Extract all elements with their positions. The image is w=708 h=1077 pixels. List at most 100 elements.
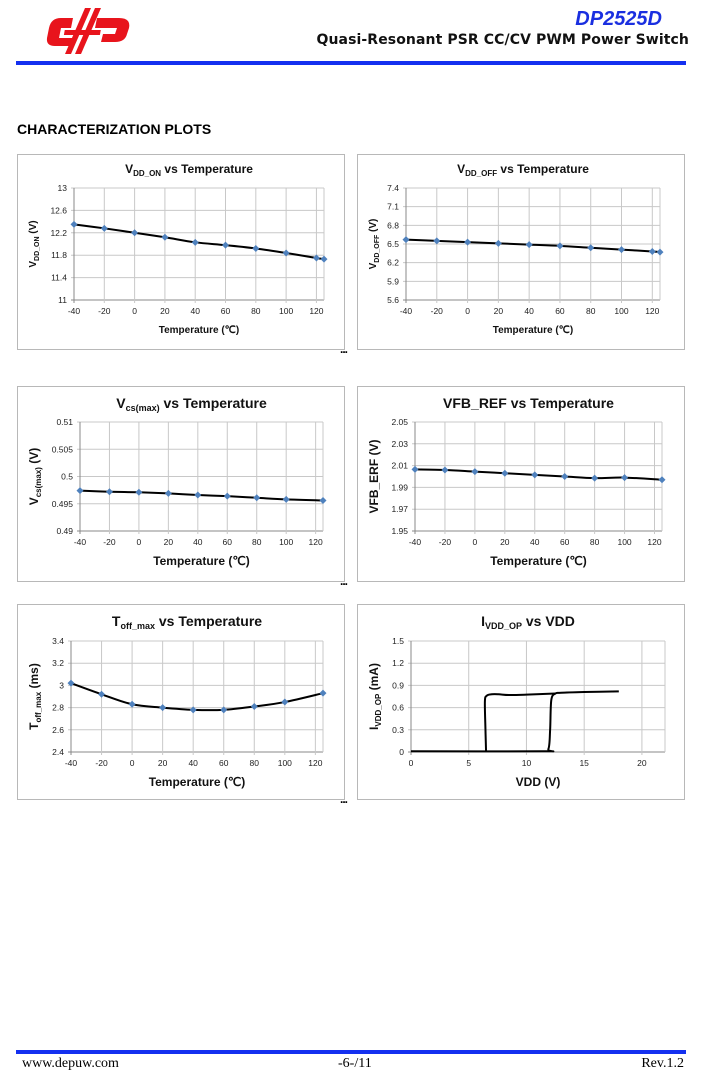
y-tick-label: 12.2 <box>50 228 67 238</box>
chart-ivdd-op: 0 0.3 0.6 0.9 1.2 1.5 0 5 10 15 20 IVDD_OP vs VDD VD… <box>357 604 685 800</box>
data-point <box>556 242 564 250</box>
y-tick-label: 7.4 <box>387 183 399 193</box>
chart-title-sub: DD_OFF <box>465 169 497 178</box>
chart-title: Toff_max vs Temperature <box>112 613 262 631</box>
x-tick-label: -20 <box>95 758 108 768</box>
x-axis-label: Temperature (℃) <box>493 325 574 336</box>
chart-title-main: V <box>457 162 465 176</box>
y-tick-label: 13 <box>58 183 68 193</box>
y-tick-label: 0.6 <box>392 703 404 713</box>
y-axis-label-rest: (V) <box>368 219 379 235</box>
data-point <box>501 469 509 477</box>
x-tick-label: 20 <box>637 758 647 768</box>
y-axis-label-main: I <box>367 727 381 730</box>
x-tick-label: 60 <box>560 537 570 547</box>
footer-website[interactable]: www.depuw.com <box>22 1056 119 1071</box>
chart-title-sub: DD_ON <box>133 169 161 178</box>
data-point <box>411 465 419 473</box>
data-point <box>402 236 410 244</box>
y-axis-label-rest: (V) <box>28 220 39 236</box>
chart-toff-max: 2.4 2.6 2.8 3 3.2 3.4 -40 -20 0 20 40 60 80 100 120 Tof… <box>17 604 345 800</box>
data-point <box>128 700 136 708</box>
product-subtitle: Quasi-Resonant PSR CC/CV PWM Power Switc… <box>316 32 689 48</box>
y-tick-label: 0.505 <box>52 444 74 454</box>
chart-vdd-on: 11 11.4 11.8 12.2 12.6 13 -40 -20 0 20 40 60 80 100 12… <box>17 154 345 350</box>
y-tick-label: 0.495 <box>52 499 74 509</box>
series-line <box>405 238 661 254</box>
y-tick-label: 3.2 <box>52 658 64 668</box>
ellipsis: ... <box>340 792 348 806</box>
y-tick-label: 2.05 <box>391 417 408 427</box>
x-tick-label: 120 <box>647 537 661 547</box>
data-point <box>281 698 289 706</box>
x-tick-label: 100 <box>617 537 631 547</box>
data-point <box>319 496 327 504</box>
y-axis-label-rest: (V) <box>27 448 41 467</box>
x-tick-label: 120 <box>309 537 323 547</box>
x-tick-label: -20 <box>98 306 111 316</box>
y-tick-label: 5.6 <box>387 295 399 305</box>
company-logo <box>46 8 130 54</box>
y-axis-label-main: V <box>28 261 39 268</box>
x-tick-label: 0 <box>132 306 137 316</box>
chart-title-rest: vs VDD <box>522 613 575 629</box>
chart-svg: 0.49 0.495 0.5 0.505 0.51 -40 -20 0 20 40 60 80 100 1… <box>27 395 327 568</box>
x-tick-label: 40 <box>188 758 198 768</box>
data-point <box>464 238 472 246</box>
x-tick-label: 80 <box>250 758 260 768</box>
x-tick-label: 0 <box>409 758 414 768</box>
chart-svg: 5.6 5.9 6.2 6.5 6.8 7.1 7.4 -40 -20 0 20 40 60 80 100 1… <box>368 162 664 336</box>
x-tick-label: 20 <box>494 306 504 316</box>
y-tick-label: 2.6 <box>52 725 64 735</box>
data-point <box>105 488 113 496</box>
y-axis-label-sub: DD_ON <box>34 236 41 261</box>
data-point <box>525 241 533 249</box>
x-tick-label: 40 <box>190 306 200 316</box>
x-tick-label: -20 <box>439 537 452 547</box>
y-tick-label: 0.9 <box>392 680 404 690</box>
data-point <box>648 247 656 255</box>
x-tick-label: 0 <box>137 537 142 547</box>
y-axis-label-sub: off_max <box>34 691 43 722</box>
x-tick-label: -20 <box>431 306 444 316</box>
data-point <box>618 246 626 254</box>
series-line <box>73 223 325 261</box>
y-tick-label: 6.5 <box>387 239 399 249</box>
y-tick-label: 6.2 <box>387 258 399 268</box>
y-tick-label: 5.9 <box>387 276 399 286</box>
chart-title-main: T <box>112 613 121 629</box>
chart-title-rest: vs Temperature <box>161 162 253 176</box>
x-tick-label: 5 <box>466 758 471 768</box>
y-axis-label-rest: (mA) <box>367 663 381 694</box>
chart-title-rest: vs Temperature <box>507 395 614 411</box>
data-point <box>320 255 328 263</box>
data-point <box>223 492 231 500</box>
x-tick-label: 100 <box>614 306 628 316</box>
data-point <box>220 706 228 714</box>
x-tick-label: 20 <box>160 306 170 316</box>
y-tick-label: 2.03 <box>391 439 408 449</box>
x-tick-label: -40 <box>68 306 81 316</box>
x-axis-label: Temperature (℃) <box>159 325 240 336</box>
x-tick-label: 60 <box>223 537 233 547</box>
data-point <box>191 238 199 246</box>
data-point <box>252 244 260 252</box>
data-point <box>531 471 539 479</box>
section-title: CHARACTERIZATION PLOTS <box>17 121 212 137</box>
y-axis-label-rest: (ms) <box>27 663 41 692</box>
y-tick-label: 1.97 <box>391 504 408 514</box>
series-line <box>410 690 619 753</box>
y-tick-label: 2.8 <box>52 703 64 713</box>
y-axis-label-main: V <box>27 497 41 505</box>
data-point <box>194 491 202 499</box>
y-tick-label: 2.4 <box>52 747 64 757</box>
data-point <box>319 689 327 697</box>
x-tick-label: 20 <box>158 758 168 768</box>
data-point <box>253 494 261 502</box>
chart-title-rest: vs Temperature <box>497 162 589 176</box>
y-axis-label-rest: (V) <box>367 439 381 458</box>
product-name: DP2525D <box>575 8 662 30</box>
chart-title-sub: VDD_OP <box>485 621 522 631</box>
x-tick-label: 10 <box>522 758 532 768</box>
